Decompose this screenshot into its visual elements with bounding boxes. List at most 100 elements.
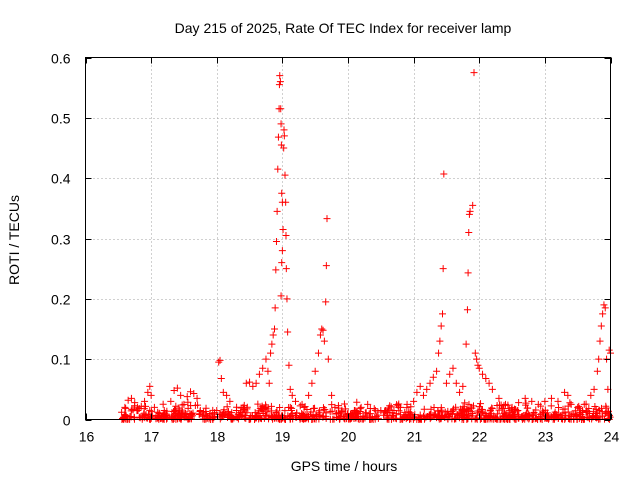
data-point xyxy=(323,215,331,223)
data-point xyxy=(277,292,285,300)
data-point xyxy=(386,402,394,410)
data-point xyxy=(196,407,204,415)
x-tick-label: 21 xyxy=(407,429,423,445)
data-point xyxy=(281,171,289,179)
data-point xyxy=(141,402,149,410)
x-tick-label: 17 xyxy=(144,429,160,445)
data-point xyxy=(539,409,547,417)
data-point xyxy=(144,410,152,418)
data-point xyxy=(170,406,178,414)
data-point xyxy=(479,409,487,417)
data-point xyxy=(223,391,231,399)
y-tick-label: 0.5 xyxy=(51,111,71,127)
data-point xyxy=(423,385,431,393)
data-point xyxy=(264,367,272,375)
data-point xyxy=(298,409,306,417)
data-point xyxy=(395,400,403,408)
data-point xyxy=(277,105,285,113)
data-point xyxy=(383,412,391,420)
data-point xyxy=(357,403,365,411)
data-point xyxy=(446,370,454,378)
data-point xyxy=(449,364,457,372)
data-point xyxy=(178,401,186,409)
data-point xyxy=(541,397,549,405)
data-point xyxy=(429,373,437,381)
x-tick-label: 23 xyxy=(538,429,554,445)
data-point xyxy=(146,382,154,390)
data-point xyxy=(263,408,271,416)
data-point xyxy=(333,409,341,417)
data-point xyxy=(278,247,286,255)
data-point xyxy=(216,356,224,364)
data-point xyxy=(449,406,457,414)
data-point xyxy=(278,189,286,197)
data-point xyxy=(219,388,227,396)
data-point xyxy=(305,391,313,399)
data-point xyxy=(459,382,467,390)
data-point xyxy=(454,411,462,419)
data-point xyxy=(285,361,293,369)
chart-title: Day 215 of 2025, Rate Of TEC Index for r… xyxy=(175,20,512,36)
y-tick-label: 0.1 xyxy=(51,352,71,368)
data-point xyxy=(505,415,513,423)
data-point xyxy=(322,409,330,417)
data-point xyxy=(466,207,474,215)
data-point xyxy=(361,414,369,422)
data-point xyxy=(366,405,374,413)
data-point xyxy=(441,408,449,416)
data-point xyxy=(272,409,280,417)
data-point xyxy=(555,404,563,412)
data-point xyxy=(173,384,181,392)
data-point xyxy=(311,367,319,375)
y-tick-label: 0.2 xyxy=(51,292,71,308)
data-point xyxy=(571,407,579,415)
data-point xyxy=(285,404,293,412)
data-point xyxy=(227,411,235,419)
data-point xyxy=(365,410,373,418)
data-point xyxy=(277,120,285,128)
data-point xyxy=(458,409,466,417)
data-point xyxy=(131,402,139,410)
data-point xyxy=(421,414,429,422)
data-point xyxy=(550,410,558,418)
data-point xyxy=(584,408,592,416)
data-point xyxy=(386,409,394,417)
data-point xyxy=(468,415,476,423)
data-point xyxy=(413,388,421,396)
data-point xyxy=(475,403,483,411)
data-point xyxy=(427,405,435,413)
data-point xyxy=(209,406,217,414)
data-point xyxy=(537,415,545,423)
data-point xyxy=(486,412,494,420)
data-point xyxy=(118,414,126,422)
data-point xyxy=(274,165,282,173)
data-point xyxy=(558,414,566,422)
data-point xyxy=(442,379,450,387)
data-point xyxy=(255,407,263,415)
data-point xyxy=(426,415,434,423)
data-point xyxy=(426,379,434,387)
data-point xyxy=(147,391,155,399)
data-point xyxy=(485,379,493,387)
y-tick-label: 0.4 xyxy=(51,171,71,187)
data-point xyxy=(474,361,482,369)
data-point xyxy=(217,374,225,382)
data-point xyxy=(515,411,523,419)
data-point xyxy=(215,358,223,366)
data-point xyxy=(146,406,154,414)
data-point xyxy=(226,397,234,405)
data-point xyxy=(473,414,481,422)
data-point xyxy=(469,201,477,209)
data-point xyxy=(168,413,176,421)
data-point xyxy=(439,310,446,318)
data-point xyxy=(288,391,296,399)
data-point xyxy=(601,304,609,312)
data-point xyxy=(590,385,598,393)
data-point xyxy=(243,409,251,417)
data-point xyxy=(564,391,572,399)
data-point xyxy=(595,355,603,363)
data-point xyxy=(127,394,135,402)
data-point xyxy=(225,411,233,419)
data-point xyxy=(538,414,546,422)
data-point xyxy=(338,408,346,416)
